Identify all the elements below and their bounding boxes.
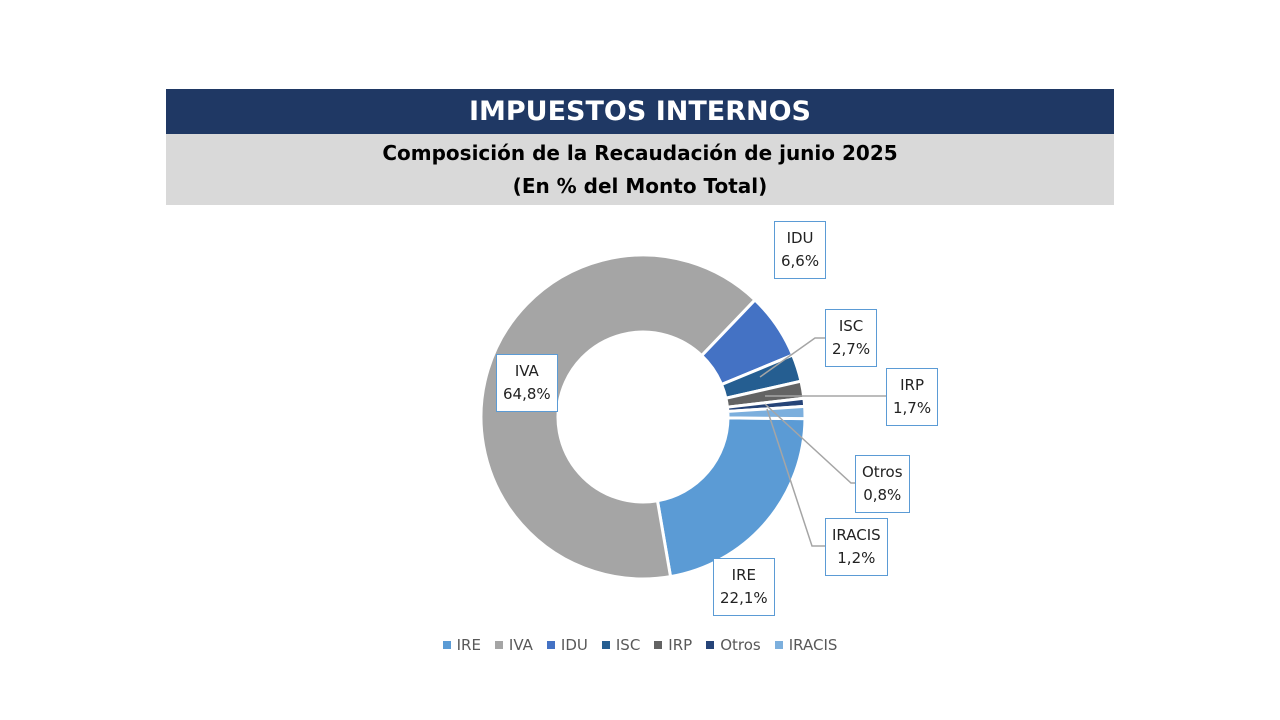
data-label-category: IRP: [900, 376, 924, 394]
legend-label: IRACIS: [788, 636, 838, 654]
leader-line-iracis: [766, 408, 825, 547]
data-label-value: 22,1%: [720, 589, 768, 607]
legend-item-ire: IRE: [442, 636, 481, 654]
leader-line-otros: [764, 403, 855, 484]
data-label-irp: IRP 1,7%: [886, 368, 939, 426]
data-label-value: 2,7%: [832, 340, 871, 358]
data-label-value: 1,2%: [837, 549, 876, 567]
legend-label: Otros: [720, 636, 761, 654]
data-label-idu: IDU 6,6%: [774, 221, 827, 279]
chart-title: Composición de la Recaudación de junio 2…: [382, 141, 898, 165]
data-label-iva: IVA 64,8%: [496, 354, 558, 412]
banner-title: IMPUESTOS INTERNOS: [166, 89, 1114, 134]
legend-label: ISC: [615, 636, 641, 654]
data-label-isc: ISC 2,7%: [825, 309, 878, 367]
data-label-value: 0,8%: [863, 486, 902, 504]
legend-label: IDU: [560, 636, 588, 654]
legend-label: IVA: [508, 636, 533, 654]
data-label-category: IRE: [731, 566, 756, 584]
legend-swatch: [546, 641, 555, 649]
slice-ire: [655, 416, 807, 579]
slice-iracis: [726, 404, 807, 421]
data-label-category: IDU: [786, 229, 814, 247]
legend-swatch: [442, 641, 451, 649]
data-label-iracis: IRACIS 1,2%: [825, 518, 888, 576]
legend-swatch: [494, 641, 503, 649]
legend-swatch: [774, 641, 783, 649]
legend-item-iracis: IRACIS: [774, 636, 838, 654]
data-label-ire: IRE 22,1%: [713, 558, 775, 616]
data-label-value: 1,7%: [893, 399, 932, 417]
data-label-category: Otros: [862, 463, 903, 481]
legend-item-idu: IDU: [546, 636, 588, 654]
legend-item-isc: ISC: [601, 636, 641, 654]
data-label-otros: Otros 0,8%: [855, 455, 910, 513]
data-label-value: 64,8%: [503, 385, 551, 403]
data-label-category: ISC: [838, 317, 864, 335]
legend: IRE IVA IDU ISC IRP Otros IRACIS: [0, 636, 1280, 654]
data-label-category: IRACIS: [832, 526, 881, 544]
legend-item-otros: Otros: [706, 636, 761, 654]
data-label-value: 6,6%: [781, 252, 820, 270]
legend-label: IRP: [668, 636, 693, 654]
legend-swatch: [654, 641, 663, 649]
data-label-category: IVA: [514, 362, 539, 380]
chart-subtitle-band: Composición de la Recaudación de junio 2…: [166, 134, 1114, 205]
leader-line-isc: [759, 337, 825, 378]
chart-subtitle: (En % del Monto Total): [512, 174, 768, 198]
legend-swatch: [706, 641, 715, 649]
legend-swatch: [601, 641, 610, 649]
slice-iva: [479, 253, 758, 581]
legend-item-iva: IVA: [494, 636, 533, 654]
legend-item-irp: IRP: [654, 636, 692, 654]
legend-label: IRE: [456, 636, 481, 654]
